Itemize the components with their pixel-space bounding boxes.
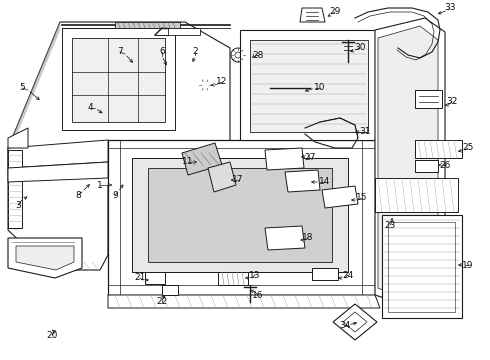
Text: 22: 22 [156, 297, 168, 306]
Polygon shape [62, 28, 175, 130]
Polygon shape [312, 268, 338, 280]
Text: 29: 29 [329, 8, 341, 17]
Text: 33: 33 [444, 4, 456, 13]
Text: 12: 12 [216, 77, 228, 86]
Polygon shape [145, 272, 165, 284]
Circle shape [199, 79, 211, 91]
Bar [245, 285, 255, 290]
Polygon shape [108, 140, 375, 295]
Text: 26: 26 [440, 161, 451, 170]
Circle shape [231, 48, 245, 62]
Polygon shape [168, 28, 200, 35]
Text: 1: 1 [97, 180, 103, 189]
Text: 10: 10 [314, 84, 326, 93]
Polygon shape [8, 22, 230, 270]
Circle shape [203, 83, 207, 87]
Polygon shape [8, 150, 22, 228]
Text: 14: 14 [319, 177, 331, 186]
Polygon shape [382, 215, 462, 318]
Text: 5: 5 [19, 84, 25, 93]
Text: 27: 27 [304, 153, 316, 162]
Text: 2: 2 [192, 48, 198, 57]
Polygon shape [72, 38, 165, 122]
Text: 28: 28 [252, 50, 264, 59]
Text: 3: 3 [15, 201, 21, 210]
Polygon shape [8, 238, 82, 278]
Polygon shape [415, 140, 462, 158]
Polygon shape [285, 170, 320, 192]
Text: 7: 7 [117, 48, 123, 57]
Text: 15: 15 [356, 194, 368, 202]
Polygon shape [8, 162, 108, 182]
Polygon shape [378, 26, 438, 300]
Text: 19: 19 [462, 261, 474, 270]
Text: 8: 8 [75, 190, 81, 199]
Text: 4: 4 [87, 104, 93, 112]
Polygon shape [218, 272, 248, 285]
Text: 6: 6 [159, 48, 165, 57]
Text: 24: 24 [343, 270, 354, 279]
Polygon shape [375, 178, 458, 212]
Text: 13: 13 [249, 270, 261, 279]
Polygon shape [148, 168, 332, 262]
Bar [344, 40, 352, 44]
Text: 20: 20 [47, 330, 58, 339]
Text: 16: 16 [252, 291, 264, 300]
Polygon shape [300, 8, 325, 22]
Text: 23: 23 [384, 220, 396, 230]
Polygon shape [8, 128, 28, 148]
Text: 32: 32 [446, 98, 458, 107]
Polygon shape [333, 304, 377, 340]
Text: 21: 21 [134, 274, 146, 283]
Polygon shape [415, 160, 438, 172]
Polygon shape [16, 246, 74, 270]
Text: 31: 31 [359, 127, 371, 136]
Text: 9: 9 [112, 190, 118, 199]
Polygon shape [115, 22, 180, 28]
Polygon shape [250, 40, 368, 132]
Polygon shape [265, 148, 304, 170]
Text: 11: 11 [182, 158, 194, 166]
Polygon shape [8, 140, 108, 168]
Polygon shape [415, 90, 442, 108]
Polygon shape [375, 18, 445, 308]
Text: 34: 34 [339, 320, 351, 329]
Polygon shape [322, 186, 358, 208]
Text: 30: 30 [354, 44, 366, 53]
Text: 25: 25 [462, 144, 474, 153]
Text: 18: 18 [302, 234, 314, 243]
Polygon shape [208, 162, 236, 192]
Polygon shape [162, 285, 178, 295]
Polygon shape [265, 226, 305, 250]
Polygon shape [240, 30, 378, 140]
Polygon shape [182, 143, 222, 175]
Polygon shape [132, 158, 348, 272]
Polygon shape [108, 295, 380, 308]
Text: 17: 17 [232, 175, 244, 184]
